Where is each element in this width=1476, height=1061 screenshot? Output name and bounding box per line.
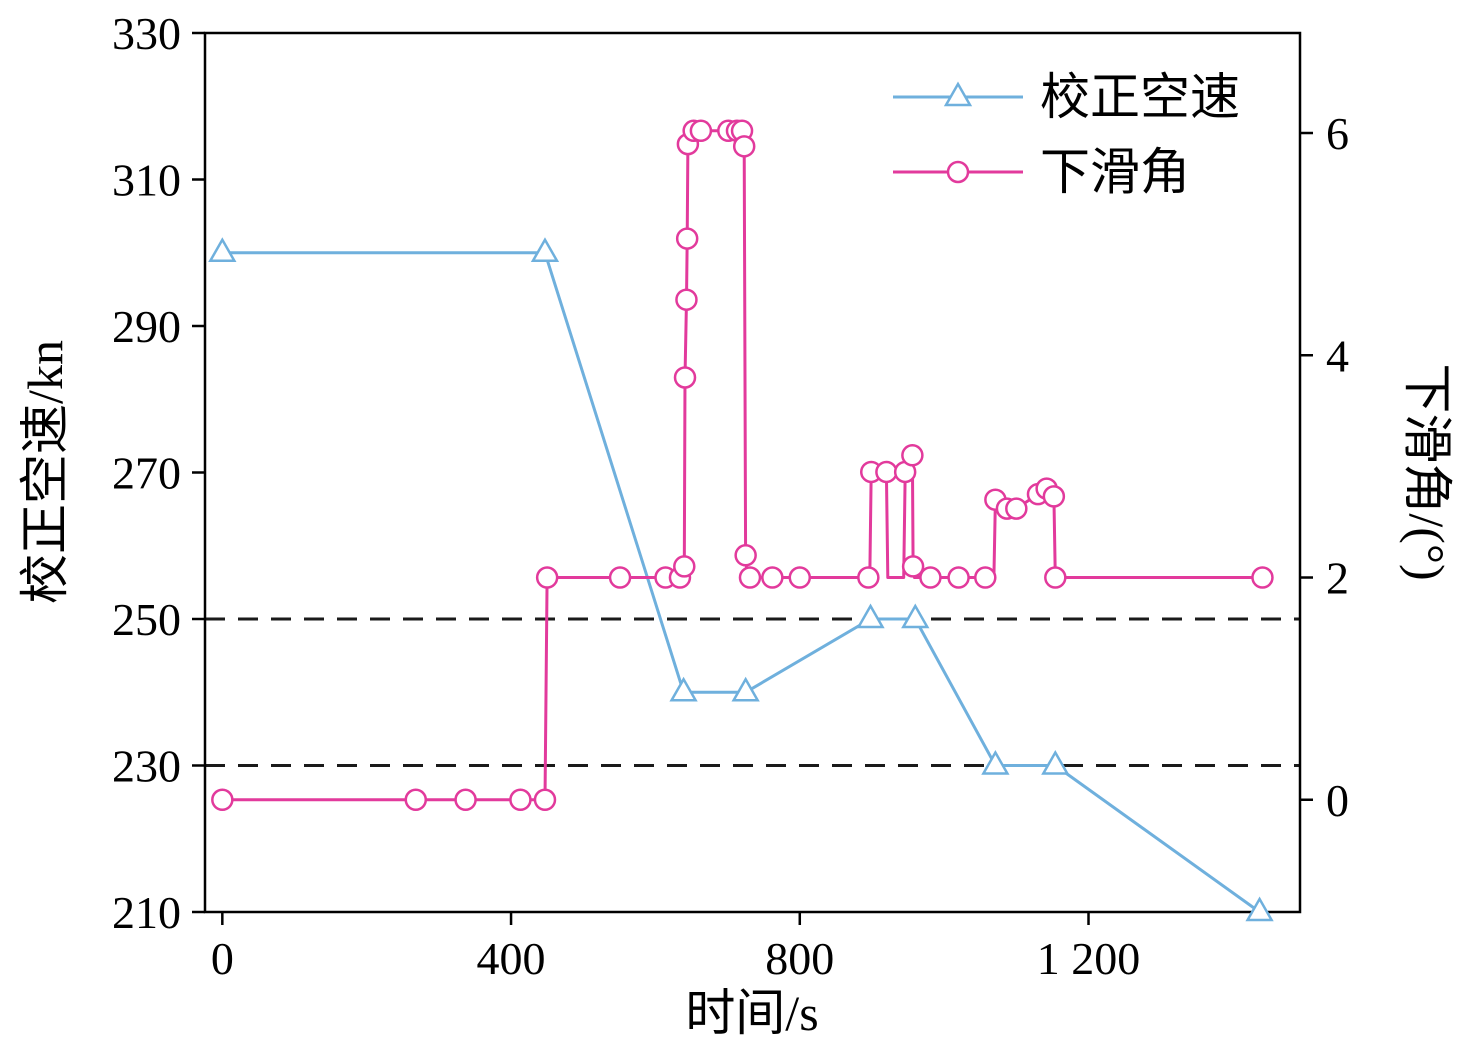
series-2-marker (857, 566, 880, 589)
left-y-tick-label: 270 (112, 448, 181, 499)
series-2-marker (732, 135, 756, 158)
series-2-marker (919, 566, 942, 589)
series-2-marker (761, 566, 784, 589)
series-2-marker (404, 788, 428, 812)
series-2-marker (734, 544, 757, 567)
legend-marker (943, 81, 973, 107)
right-axis-title: 下滑角/(°) (1399, 363, 1455, 580)
right-y-tick-label: 0 (1326, 775, 1349, 826)
series-1-marker (1245, 896, 1274, 922)
series-2-marker (675, 288, 698, 311)
series-1-marker (901, 603, 930, 629)
right-y-tick-label: 6 (1326, 108, 1349, 159)
left-y-tick-label: 330 (112, 8, 181, 59)
series-1-marker (981, 749, 1010, 775)
series-2-marker (689, 119, 713, 143)
left-y-tick-label: 210 (112, 887, 181, 938)
left-y-tick-label: 250 (112, 594, 181, 645)
series-2-marker (533, 788, 557, 812)
series-2-marker (947, 566, 970, 589)
right-y-tick-label: 2 (1326, 553, 1349, 604)
x-tick-label: 800 (765, 933, 834, 984)
x-axis-title: 时间/s (685, 985, 818, 1041)
series-2-marker (673, 366, 697, 389)
legend-marker (946, 160, 970, 184)
x-tick-label: 1 200 (1037, 933, 1141, 984)
series-1-marker (208, 237, 237, 262)
series-2-marker (1044, 566, 1067, 589)
series-1-marker (731, 676, 760, 702)
series-2-marker (901, 555, 925, 578)
series-1-marker (530, 237, 560, 262)
series-2-marker (454, 788, 477, 812)
series-1-marker (1041, 749, 1070, 775)
series-2-marker (211, 788, 234, 812)
x-tick-label: 400 (477, 933, 546, 984)
left-y-tick-label: 290 (112, 301, 181, 352)
series-2-marker (509, 788, 532, 812)
series-2-marker (901, 444, 924, 467)
series-2-marker (1005, 497, 1028, 520)
series-2-marker (675, 227, 699, 250)
left-y-tick-label: 230 (112, 741, 181, 792)
legend-label: 校正空速 (1040, 69, 1240, 125)
series-2-marker (788, 566, 812, 589)
series-2-marker (535, 566, 559, 589)
x-tick-label: 0 (211, 933, 234, 984)
series-1-marker (856, 603, 885, 629)
series-2-marker (738, 566, 762, 589)
left-y-tick-label: 310 (112, 155, 181, 206)
series-2-marker (1251, 566, 1274, 589)
right-y-tick-label: 4 (1326, 330, 1349, 381)
series-2-marker (875, 460, 898, 484)
series-2-marker (1042, 485, 1066, 508)
series-2-marker (673, 555, 696, 578)
series-2-marker (608, 566, 632, 589)
left-axis-title: 校正空速/kn (17, 340, 73, 604)
series-1-marker (669, 676, 698, 702)
series-2-marker (974, 566, 997, 589)
legend-label: 下滑角 (1040, 144, 1190, 200)
